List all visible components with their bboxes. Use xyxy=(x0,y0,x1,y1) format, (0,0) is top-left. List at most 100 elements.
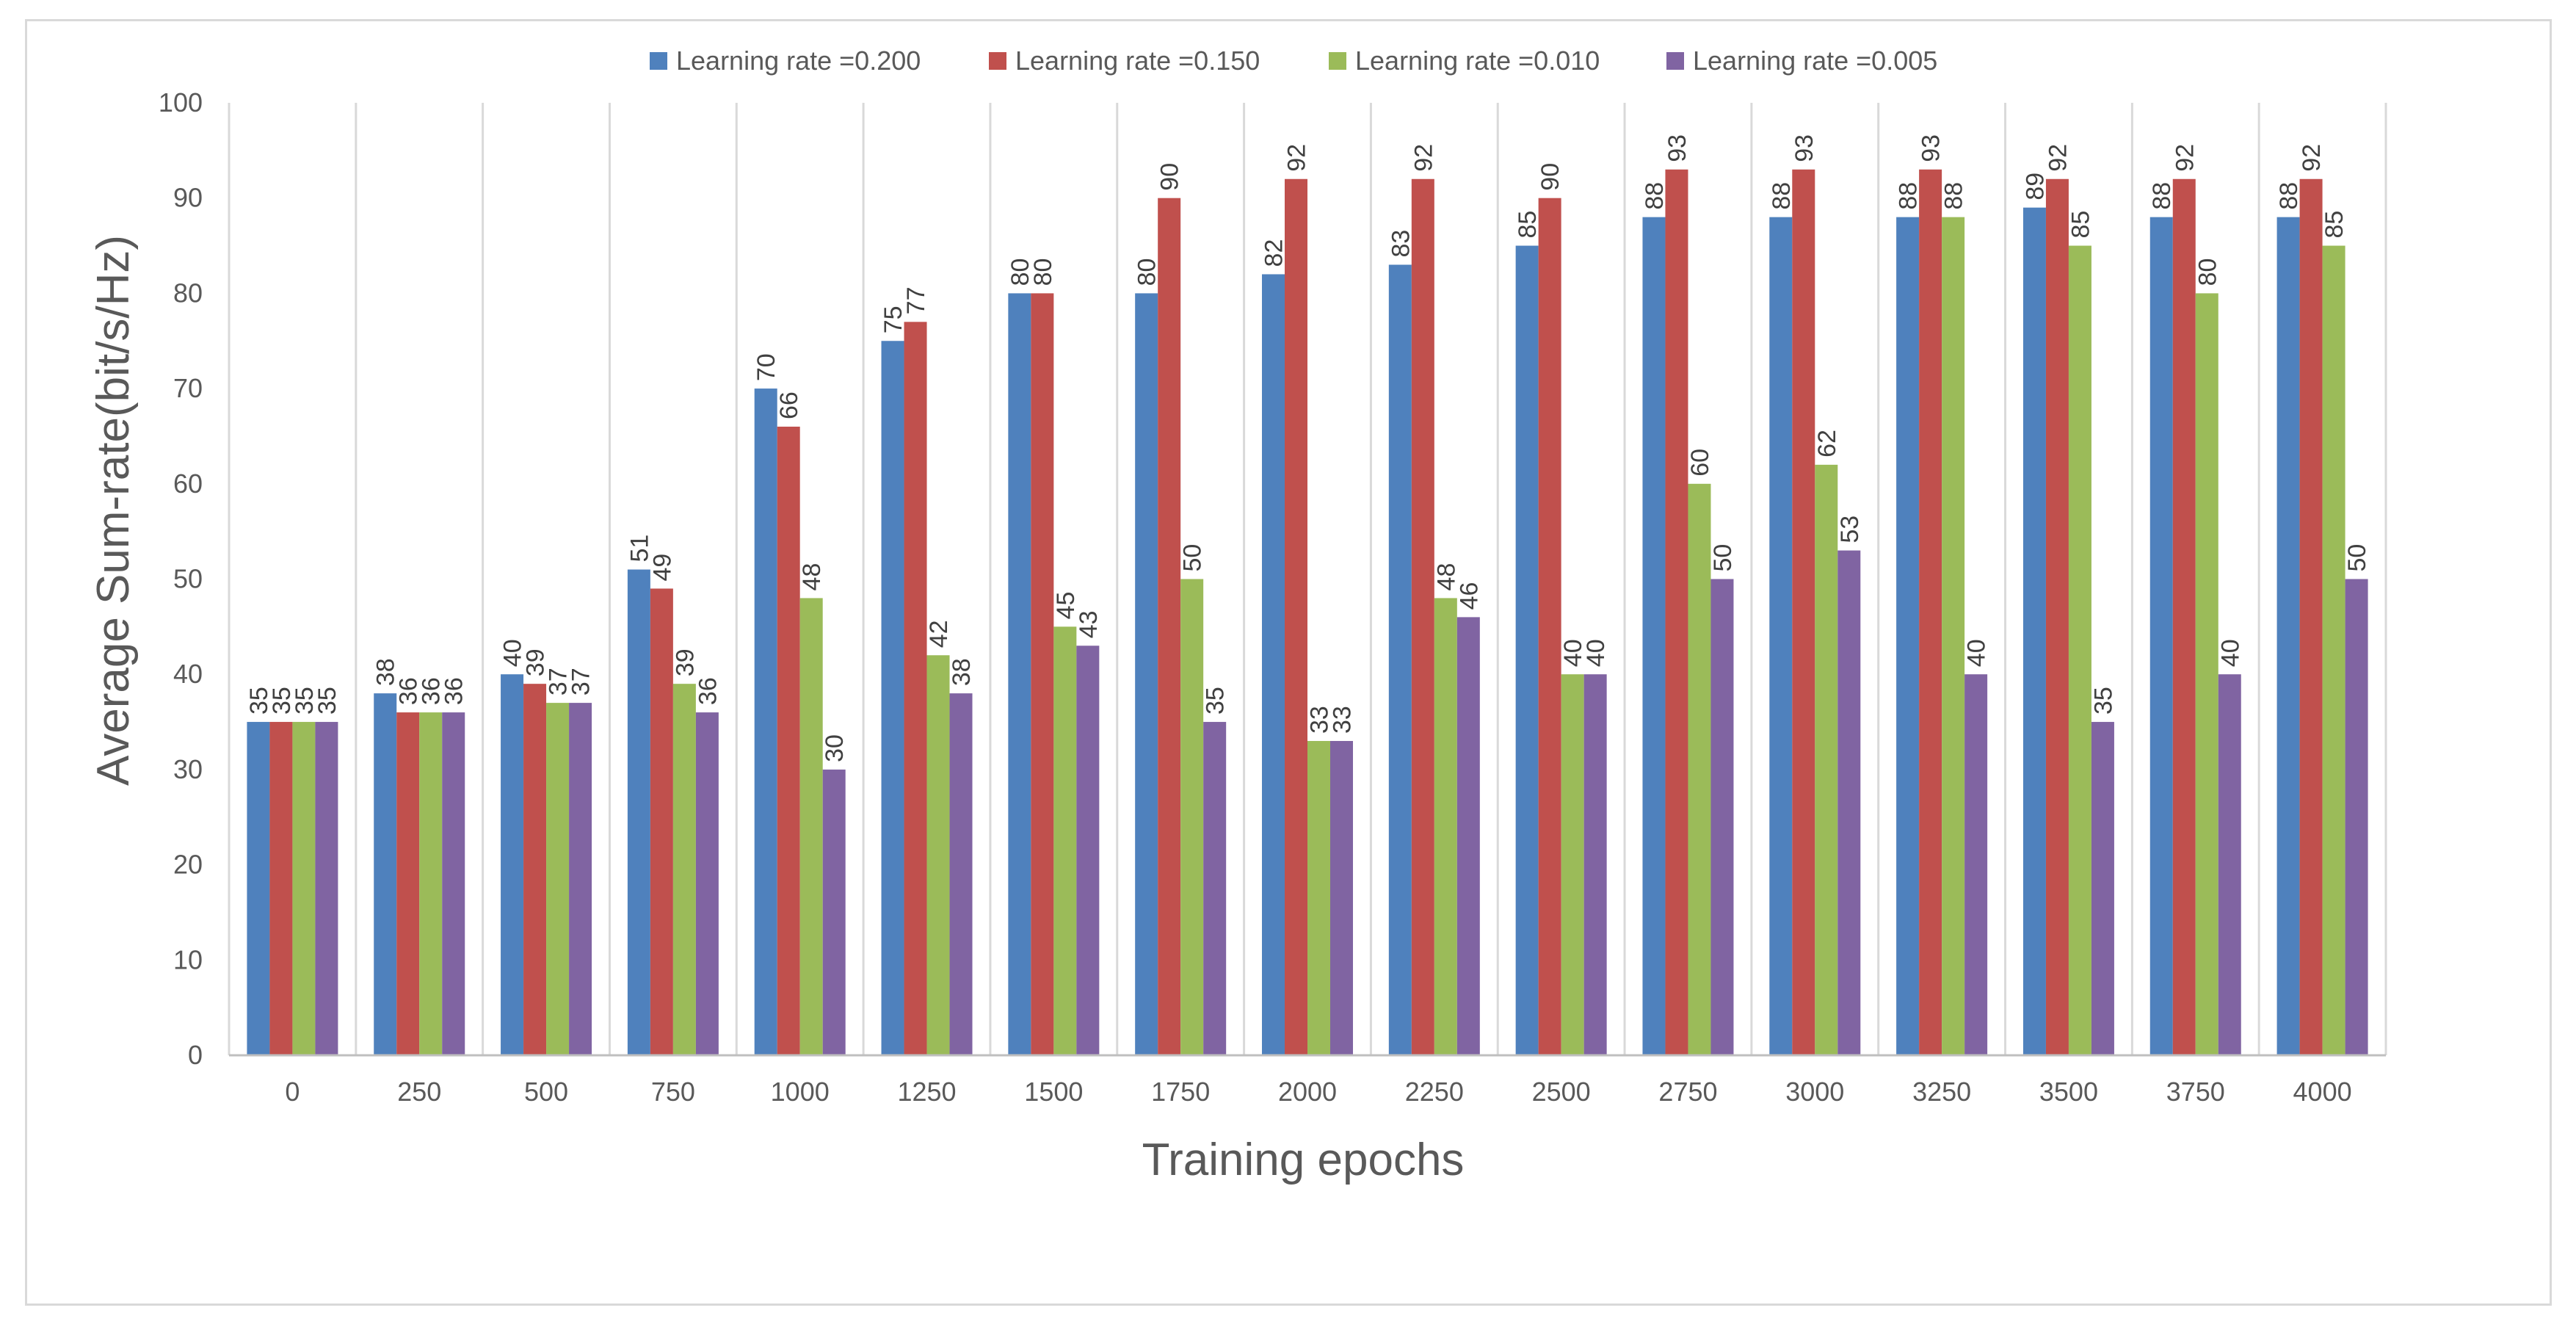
bar-s2-4000 xyxy=(2322,245,2345,1055)
bar-s0-2500 xyxy=(1515,245,1539,1055)
data-label-s1-2000: 92 xyxy=(1283,144,1311,172)
x-tick-label-500: 500 xyxy=(524,1077,568,1107)
data-label-s2-1500: 45 xyxy=(1052,592,1080,620)
bar-s2-1750 xyxy=(1180,579,1204,1055)
bar-s2-1500 xyxy=(1053,626,1077,1055)
data-label-s1-2750: 93 xyxy=(1663,134,1691,162)
data-label-s0-0: 35 xyxy=(245,687,273,715)
bar-s0-0 xyxy=(247,722,270,1055)
bar-s0-3000 xyxy=(1769,217,1793,1055)
data-label-s0-1250: 75 xyxy=(879,305,907,333)
data-label-s0-1750: 80 xyxy=(1133,258,1161,286)
bar-s1-1250 xyxy=(904,322,927,1055)
x-tick-label-250: 250 xyxy=(397,1077,441,1107)
data-label-s2-750: 39 xyxy=(671,648,699,676)
bar-s3-3500 xyxy=(2091,722,2114,1055)
data-label-s1-3500: 92 xyxy=(2044,144,2072,172)
data-label-s1-3000: 93 xyxy=(1790,134,1818,162)
data-label-s3-2500: 40 xyxy=(1582,639,1610,667)
data-label-s2-3250: 88 xyxy=(1940,182,1968,210)
bar-s2-0 xyxy=(292,722,316,1055)
bar-s1-250 xyxy=(396,712,420,1055)
legend-swatch-2 xyxy=(1329,52,1346,70)
legend-label-2: Learning rate =0.010 xyxy=(1355,46,1600,76)
bar-s2-2500 xyxy=(1561,674,1584,1055)
data-label-s3-3750: 40 xyxy=(2216,639,2244,667)
y-tick-label-40: 40 xyxy=(173,659,203,689)
data-label-s3-250: 36 xyxy=(440,677,468,705)
bar-s2-3000 xyxy=(1815,464,1838,1055)
bar-s1-1750 xyxy=(1158,198,1181,1056)
bar-s0-1750 xyxy=(1135,293,1158,1055)
data-label-s3-2750: 50 xyxy=(1709,544,1737,572)
bar-s1-3750 xyxy=(2172,178,2196,1055)
data-label-s1-1750: 90 xyxy=(1156,163,1184,191)
legend-swatch-3 xyxy=(1666,52,1684,70)
data-label-s0-2500: 85 xyxy=(1514,211,1542,239)
data-label-s3-1250: 38 xyxy=(948,658,976,686)
x-tick-label-1000: 1000 xyxy=(771,1077,830,1107)
y-tick-label-100: 100 xyxy=(159,87,203,117)
data-label-s0-500: 40 xyxy=(499,639,527,667)
bar-s1-3500 xyxy=(2045,178,2069,1055)
data-label-s2-250: 36 xyxy=(418,677,446,705)
bar-s2-3500 xyxy=(2068,245,2091,1055)
data-label-s3-500: 37 xyxy=(567,668,595,695)
bar-s1-0 xyxy=(269,722,293,1055)
data-label-s1-3250: 93 xyxy=(1918,134,1945,162)
bar-s3-1000 xyxy=(822,769,846,1055)
data-label-s0-3750: 88 xyxy=(2148,182,2176,210)
bar-s2-500 xyxy=(546,703,570,1055)
x-tick-label-4000: 4000 xyxy=(2293,1077,2352,1107)
x-tick-label-3500: 3500 xyxy=(2039,1077,2098,1107)
data-label-s1-500: 39 xyxy=(522,648,550,676)
data-label-s1-2500: 90 xyxy=(1536,163,1564,191)
data-label-s1-1500: 80 xyxy=(1029,258,1057,286)
bar-s3-250 xyxy=(442,712,465,1055)
data-label-s2-3750: 80 xyxy=(2194,258,2221,286)
data-label-s1-2250: 92 xyxy=(1409,144,1437,172)
x-tick-label-2500: 2500 xyxy=(1532,1077,1591,1107)
data-label-s0-3250: 88 xyxy=(1895,182,1923,210)
bar-s1-4000 xyxy=(2299,178,2323,1055)
y-tick-label-10: 10 xyxy=(173,944,203,975)
bar-s1-2750 xyxy=(1665,169,1688,1055)
bar-s3-2250 xyxy=(1456,617,1480,1055)
bar-s2-2250 xyxy=(1434,598,1457,1055)
data-label-s2-1750: 50 xyxy=(1179,544,1207,572)
bar-s3-2000 xyxy=(1330,740,1353,1055)
bar-s1-3000 xyxy=(1792,169,1815,1055)
x-tick-label-2750: 2750 xyxy=(1658,1077,1717,1107)
data-label-s3-3250: 40 xyxy=(1963,639,1991,667)
data-label-s1-750: 49 xyxy=(648,554,676,582)
data-label-s3-4000: 50 xyxy=(2343,544,2371,572)
bar-s1-1500 xyxy=(1031,293,1054,1055)
legend-label-0: Learning rate =0.200 xyxy=(676,46,921,76)
bar-s3-2750 xyxy=(1710,579,1734,1055)
data-label-s3-750: 36 xyxy=(694,677,722,705)
bar-s1-2000 xyxy=(1285,178,1307,1055)
data-label-s3-3500: 35 xyxy=(2089,687,2117,715)
bar-s0-2000 xyxy=(1262,274,1285,1056)
y-tick-label-70: 70 xyxy=(173,373,203,403)
data-label-s1-1000: 66 xyxy=(775,391,803,419)
data-label-s2-2500: 40 xyxy=(1559,639,1587,667)
data-label-s0-250: 38 xyxy=(372,658,400,686)
bar-s0-4000 xyxy=(2276,217,2300,1055)
data-label-s0-1000: 70 xyxy=(752,353,780,381)
data-label-s2-2250: 48 xyxy=(1432,563,1460,591)
legend-swatch-0 xyxy=(650,52,667,70)
y-axis-title: Average Sum-rate(bit/s/Hz) xyxy=(88,235,139,786)
data-label-s3-1500: 43 xyxy=(1075,610,1103,638)
y-tick-label-90: 90 xyxy=(173,183,203,213)
bar-s1-500 xyxy=(523,684,547,1055)
legend-swatch-1 xyxy=(989,52,1006,70)
bar-s1-2250 xyxy=(1411,178,1434,1055)
data-label-s1-3750: 92 xyxy=(2171,144,2199,172)
y-tick-label-30: 30 xyxy=(173,754,203,784)
y-tick-label-80: 80 xyxy=(173,278,203,308)
bar-s1-2500 xyxy=(1538,198,1561,1056)
bar-s3-0 xyxy=(315,722,338,1055)
data-label-s3-2250: 46 xyxy=(1455,582,1483,610)
legend: Learning rate =0.200 Learning rate =0.150… xyxy=(650,46,1937,76)
